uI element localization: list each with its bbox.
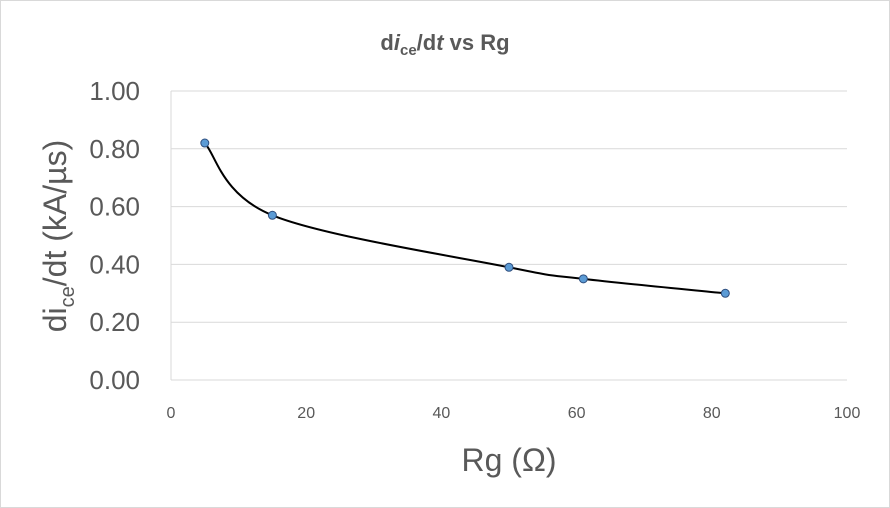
- x-tick-label: 20: [297, 405, 315, 422]
- x-tick-label: 100: [834, 405, 861, 422]
- series-line: [204, 142, 726, 295]
- series: [200, 138, 730, 298]
- gridlines: [170, 90, 847, 381]
- x-tick-label: 60: [568, 405, 586, 422]
- y-tick-label: 0.20: [89, 307, 140, 337]
- data-point: [578, 274, 588, 284]
- x-tick-label: 40: [433, 405, 451, 422]
- data-point: [720, 288, 730, 298]
- x-tick-label: 0: [167, 405, 176, 422]
- y-axis-title: dice/dt (kA/µs): [37, 140, 79, 332]
- y-tick-label: 1.00: [89, 76, 140, 106]
- data-point: [504, 262, 514, 272]
- data-point: [267, 210, 277, 220]
- x-tick-label: 80: [703, 405, 721, 422]
- y-tick-label: 0.00: [89, 365, 140, 395]
- x-axis-ticks: 0 20 40 60 80 100: [167, 405, 861, 422]
- y-tick-label: 0.60: [89, 192, 140, 222]
- y-axis-ticks: 0.00 0.20 0.40 0.60 0.80 1.00: [89, 76, 140, 395]
- y-tick-label: 0.40: [89, 249, 140, 279]
- chart-title: dice/dt vs Rg: [380, 30, 509, 59]
- x-axis-title: Rg (Ω): [461, 442, 556, 478]
- y-tick-label: 0.80: [89, 134, 140, 164]
- data-point: [200, 138, 210, 148]
